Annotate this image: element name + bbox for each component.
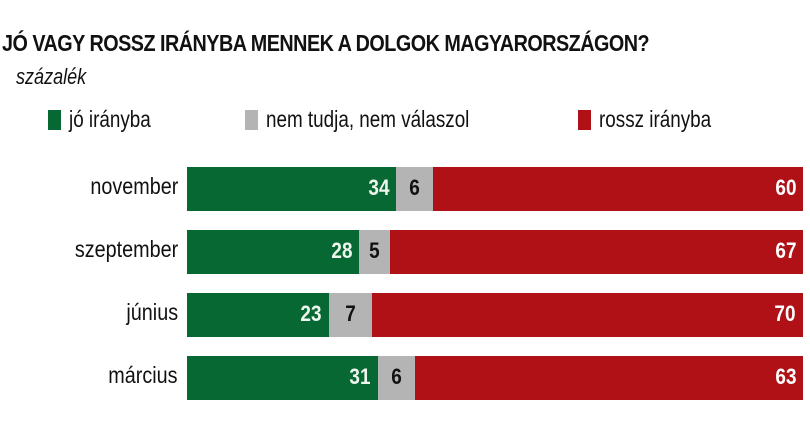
value-label: 70 — [774, 301, 796, 326]
value-label: 5 — [369, 238, 381, 263]
bar-segment-bad: 63 — [414, 356, 803, 400]
value-label: 31 — [349, 364, 371, 389]
legend-item-dk: nem tudja, nem válaszol — [245, 106, 514, 133]
bar-segment-dk: 5 — [359, 230, 391, 274]
bar-segment-good: 31 — [187, 356, 378, 400]
legend-item-good: jó irányba — [48, 106, 169, 133]
legend-swatch-good — [48, 109, 61, 130]
value-label: 63 — [774, 364, 796, 389]
bar-segment-good: 34 — [187, 167, 397, 211]
row-label: szeptember — [74, 236, 178, 262]
stacked-bar: 28 5 67 — [187, 230, 803, 274]
legend-swatch-dk — [245, 109, 258, 130]
chart-title: JÓ VAGY ROSSZ IRÁNYBA MENNEK A DOLGOK MA… — [2, 30, 650, 56]
stacked-bar: 23 7 70 — [187, 293, 803, 337]
bar-segment-bad: 70 — [371, 293, 803, 337]
legend-swatch-bad — [578, 109, 591, 130]
row-label: november — [90, 173, 178, 199]
stacked-bar: 34 6 60 — [187, 167, 803, 211]
value-label: 28 — [331, 238, 353, 263]
legend-label: rossz irányba — [599, 106, 712, 132]
legend-item-bad: rossz irányba — [578, 106, 736, 133]
bar-row: június 23 7 70 — [0, 293, 810, 337]
bar-segment-bad: 60 — [433, 167, 803, 211]
bar-segment-dk: 7 — [328, 293, 372, 337]
bar-row: szeptember 28 5 67 — [0, 230, 810, 274]
value-label: 60 — [774, 175, 796, 200]
value-label: 6 — [391, 364, 402, 389]
bar-segment-dk: 6 — [377, 356, 415, 400]
row-label: június — [126, 299, 178, 325]
value-label: 67 — [774, 238, 796, 263]
value-label: 23 — [300, 301, 322, 326]
chart-subtitle: százalék — [16, 64, 87, 89]
legend-label: jó irányba — [69, 106, 151, 132]
bar-row: március 31 6 63 — [0, 356, 810, 400]
bar-segment-bad: 67 — [390, 230, 803, 274]
value-label: 6 — [409, 175, 421, 200]
value-label: 34 — [368, 175, 390, 200]
legend-label: nem tudja, nem válaszol — [266, 106, 470, 132]
value-label: 7 — [344, 301, 356, 326]
bar-row: november 34 6 60 — [0, 167, 810, 211]
bar-segment-good: 23 — [187, 293, 329, 337]
bar-segment-good: 28 — [187, 230, 360, 274]
bar-segment-dk: 6 — [396, 167, 434, 211]
row-label: március — [108, 362, 178, 388]
stacked-bar: 31 6 63 — [187, 356, 803, 400]
